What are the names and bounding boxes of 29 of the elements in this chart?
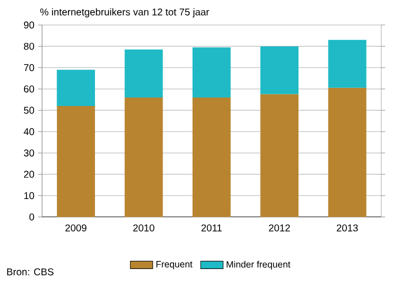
- y-tick-label: 70: [24, 64, 34, 72]
- x-tick-label: 2011: [201, 224, 222, 232]
- x-tick-label: 2010: [133, 224, 154, 232]
- y-tick-label: 10: [24, 192, 34, 200]
- bar: [328, 88, 366, 217]
- bar: [56, 70, 95, 106]
- legend-label: Minder frequent: [226, 260, 290, 270]
- x-tick-label: 2009: [65, 224, 86, 232]
- y-tick-label: 80: [24, 42, 34, 50]
- bar: [260, 94, 298, 217]
- y-tick-label: 30: [24, 149, 34, 156]
- bar: [192, 47, 231, 98]
- y-axis-title: % internetgebruikers van 12 tot 75 jaar: [40, 8, 210, 18]
- bar: [328, 40, 366, 88]
- bar: [56, 106, 95, 217]
- x-tick-label: 2012: [268, 224, 290, 232]
- y-tick-label: 20: [24, 170, 34, 178]
- y-tick-label: 90: [24, 21, 34, 28]
- bar: [124, 97, 163, 217]
- text: Bron: CBS: [7, 268, 54, 276]
- y-tick-label: 50: [24, 106, 34, 114]
- y-tick-label: 60: [24, 85, 34, 92]
- bar: [124, 49, 163, 98]
- bar: [260, 46, 298, 94]
- x-tick-label: 2013: [336, 224, 358, 232]
- legend-label: Frequent: [156, 261, 192, 270]
- y-tick-label: 40: [24, 128, 34, 136]
- bar: [192, 97, 231, 217]
- y-tick-label: 0: [29, 213, 34, 220]
